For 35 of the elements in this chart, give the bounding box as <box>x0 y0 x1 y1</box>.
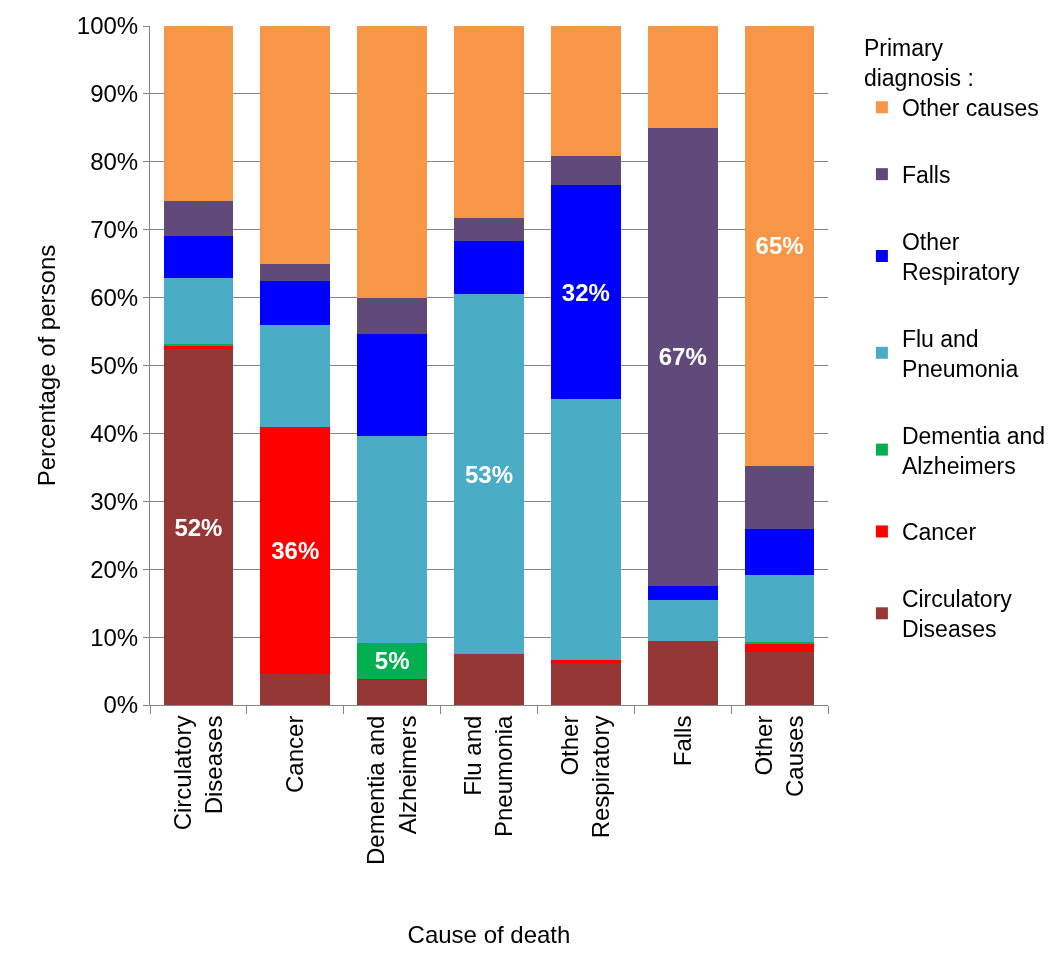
x-axis-title: Cause of death <box>407 921 571 949</box>
legend-label: Dementia and Alzheimers <box>901 422 1046 479</box>
data-label: 52% <box>174 513 223 541</box>
y-tick-label: 50% <box>90 351 139 379</box>
y-axis-title: Percentage of persons <box>32 244 60 487</box>
legend-label: Other causes <box>901 95 1039 122</box>
y-tick-label: 60% <box>90 284 139 311</box>
y-tick-label: 30% <box>90 487 139 515</box>
y-tick-label: 100% <box>76 12 139 40</box>
data-label: 53% <box>464 460 514 488</box>
x-tick-label: Circulatory Diseases <box>168 715 227 831</box>
legend-label: Flu and Pneumonia <box>901 325 1019 382</box>
y-tick-label: 70% <box>90 216 139 244</box>
legend-label: Cancer <box>901 519 977 546</box>
data-label: 36% <box>271 536 320 564</box>
legend-label: Other Respiratory <box>901 229 1020 285</box>
x-tick-label: Dementia and Alzheimers <box>362 715 421 866</box>
x-tick-label: Cancer <box>281 715 309 793</box>
data-label: 67% <box>658 343 707 371</box>
x-tick-label: Other Causes <box>749 715 808 797</box>
y-tick-label: 20% <box>90 555 139 583</box>
legend-title: Primary diagnosis : <box>863 34 974 91</box>
x-tick-label: Flu and Pneumonia <box>459 714 518 838</box>
x-tick-label: Other Respiratory <box>556 715 615 839</box>
y-tick-label: 0% <box>103 691 139 719</box>
y-tick-label: 90% <box>90 80 139 108</box>
legend-label: Falls <box>901 162 951 189</box>
data-label: 32% <box>561 278 610 306</box>
y-tick-label: 80% <box>90 148 139 176</box>
y-tick-label: 40% <box>90 419 139 447</box>
data-label: 5% <box>374 647 410 675</box>
data-label: 65% <box>755 232 804 260</box>
legend-label: Circulatory Diseases <box>901 586 1013 643</box>
y-tick-label: 10% <box>90 623 139 651</box>
x-tick-label: Falls <box>668 715 696 767</box>
